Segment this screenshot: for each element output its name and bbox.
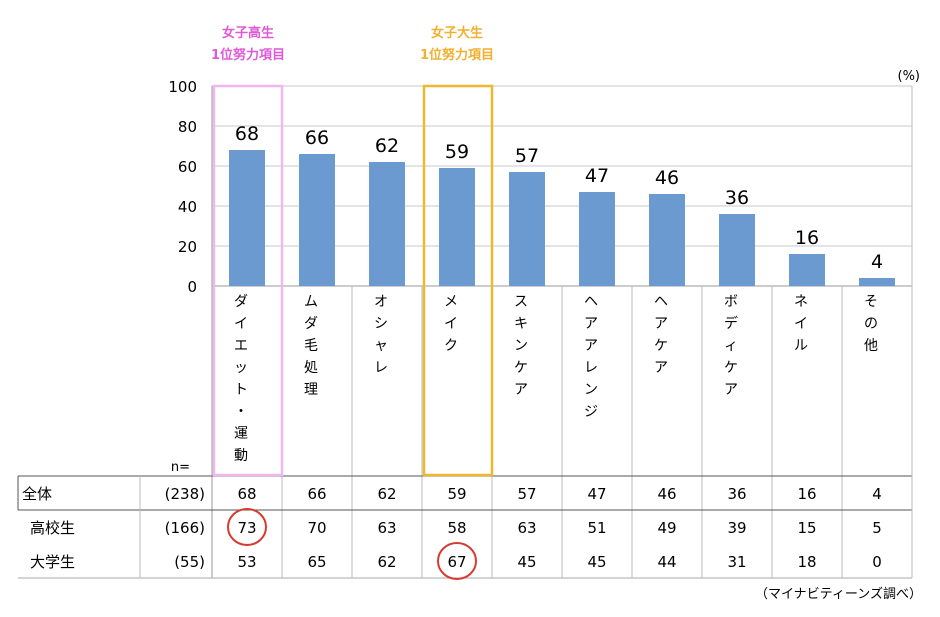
- highlight-boxes: [212, 84, 494, 477]
- table-cell: 62: [377, 485, 396, 503]
- table-cell: 31: [727, 553, 746, 571]
- bar: [579, 192, 615, 286]
- y-tick-20: 20: [178, 238, 197, 256]
- unit-label: (%): [898, 69, 921, 84]
- table-cell: 63: [517, 519, 536, 537]
- table-cell: 18: [797, 553, 816, 571]
- table-n-value: (166): [165, 519, 205, 537]
- bar-value-label: 66: [305, 127, 329, 149]
- category-label: その他: [864, 294, 878, 354]
- category-label: ヘアアレンジ: [584, 294, 598, 420]
- highlight-label-univ-line2: 1位努力項目: [420, 47, 494, 63]
- highlight-circle: [437, 542, 477, 580]
- bar-value-label: 4: [871, 251, 883, 273]
- highlight-label-univ-line1: 女子大生: [431, 25, 483, 41]
- bar-value-label: 59: [445, 141, 469, 163]
- table-cell: 4: [872, 485, 882, 503]
- table-cell: 66: [307, 485, 326, 503]
- category-label: ムダ毛処理: [304, 294, 318, 398]
- table-cell: 46: [657, 485, 676, 503]
- highlight-label-hs-line2: 1位努力項目: [211, 47, 285, 63]
- bar: [649, 194, 685, 286]
- y-tick-80: 80: [178, 118, 197, 136]
- table-cell: 16: [797, 485, 816, 503]
- y-tick-60: 60: [178, 158, 197, 176]
- bar: [789, 254, 825, 286]
- table-row-label: 高校生: [30, 519, 75, 537]
- bar: [439, 168, 475, 286]
- n-label: n=: [171, 460, 190, 475]
- source-note: （マイナビティーンズ調べ）: [755, 586, 922, 602]
- bar: [369, 162, 405, 286]
- bar-value-label: 47: [585, 165, 609, 187]
- table-cell: 51: [587, 519, 606, 537]
- category-label: スキンケア: [514, 294, 528, 398]
- table-cell: 68: [237, 485, 256, 503]
- table-cell: 57: [517, 485, 536, 503]
- bar-value-label: 36: [725, 187, 749, 209]
- category-label: ネイル: [794, 294, 808, 354]
- category-labels: ダイエット・運動 ムダ毛処理 オシャレ メイク スキンケア ヘアアレンジ ヘアケア ボディケア…: [234, 294, 878, 464]
- highlight-circle: [227, 508, 267, 546]
- category-label: ダイエット・運動: [234, 294, 248, 464]
- table-cell: 39: [727, 519, 746, 537]
- category-label: メイク: [444, 294, 458, 354]
- table-cell: 65: [307, 553, 326, 571]
- table-row-label: 大学生: [30, 553, 75, 571]
- bar-value-label: 68: [235, 123, 259, 145]
- table-cell: 44: [657, 553, 676, 571]
- bar-value-label: 46: [655, 167, 679, 189]
- bar: [509, 172, 545, 286]
- table-cell: 73: [237, 519, 256, 537]
- table-row-label: 全体: [22, 485, 52, 503]
- table-cell: 59: [447, 485, 466, 503]
- bar-value-label: 16: [795, 227, 819, 249]
- table-cell: 15: [797, 519, 816, 537]
- table-n-value: (55): [174, 553, 205, 571]
- table-cell: 45: [587, 553, 606, 571]
- y-tick-0: 0: [187, 278, 197, 296]
- bar: [229, 150, 265, 286]
- table-n-value: (238): [165, 485, 205, 503]
- table-cell: 58: [447, 519, 466, 537]
- bar-value-label: 57: [515, 145, 539, 167]
- bar: [299, 154, 335, 286]
- bars: 68 66 62 59 57 47 46 36 16 4: [229, 123, 895, 286]
- table-cell: 63: [377, 519, 396, 537]
- table-cell: 49: [657, 519, 676, 537]
- table-cell: 47: [587, 485, 606, 503]
- bar: [859, 278, 895, 286]
- highlight-box: [422, 84, 494, 477]
- bar-value-label: 62: [375, 135, 399, 157]
- table-cell: 0: [872, 553, 882, 571]
- table-cell: 5: [872, 519, 882, 537]
- table-cell: 67: [447, 553, 466, 571]
- table-cell: 70: [307, 519, 326, 537]
- bar: [719, 214, 755, 286]
- highlight-box: [212, 84, 284, 477]
- category-label: ヘアケア: [654, 294, 668, 376]
- table-cell: 53: [237, 553, 256, 571]
- table-cell: 45: [517, 553, 536, 571]
- table-cell: 36: [727, 485, 746, 503]
- y-tick-100: 100: [168, 78, 197, 96]
- y-tick-40: 40: [178, 198, 197, 216]
- category-label: ボディケア: [724, 294, 738, 398]
- category-label: オシャレ: [374, 294, 388, 376]
- highlight-label-hs-line1: 女子高生: [222, 25, 274, 41]
- table-cell: 62: [377, 553, 396, 571]
